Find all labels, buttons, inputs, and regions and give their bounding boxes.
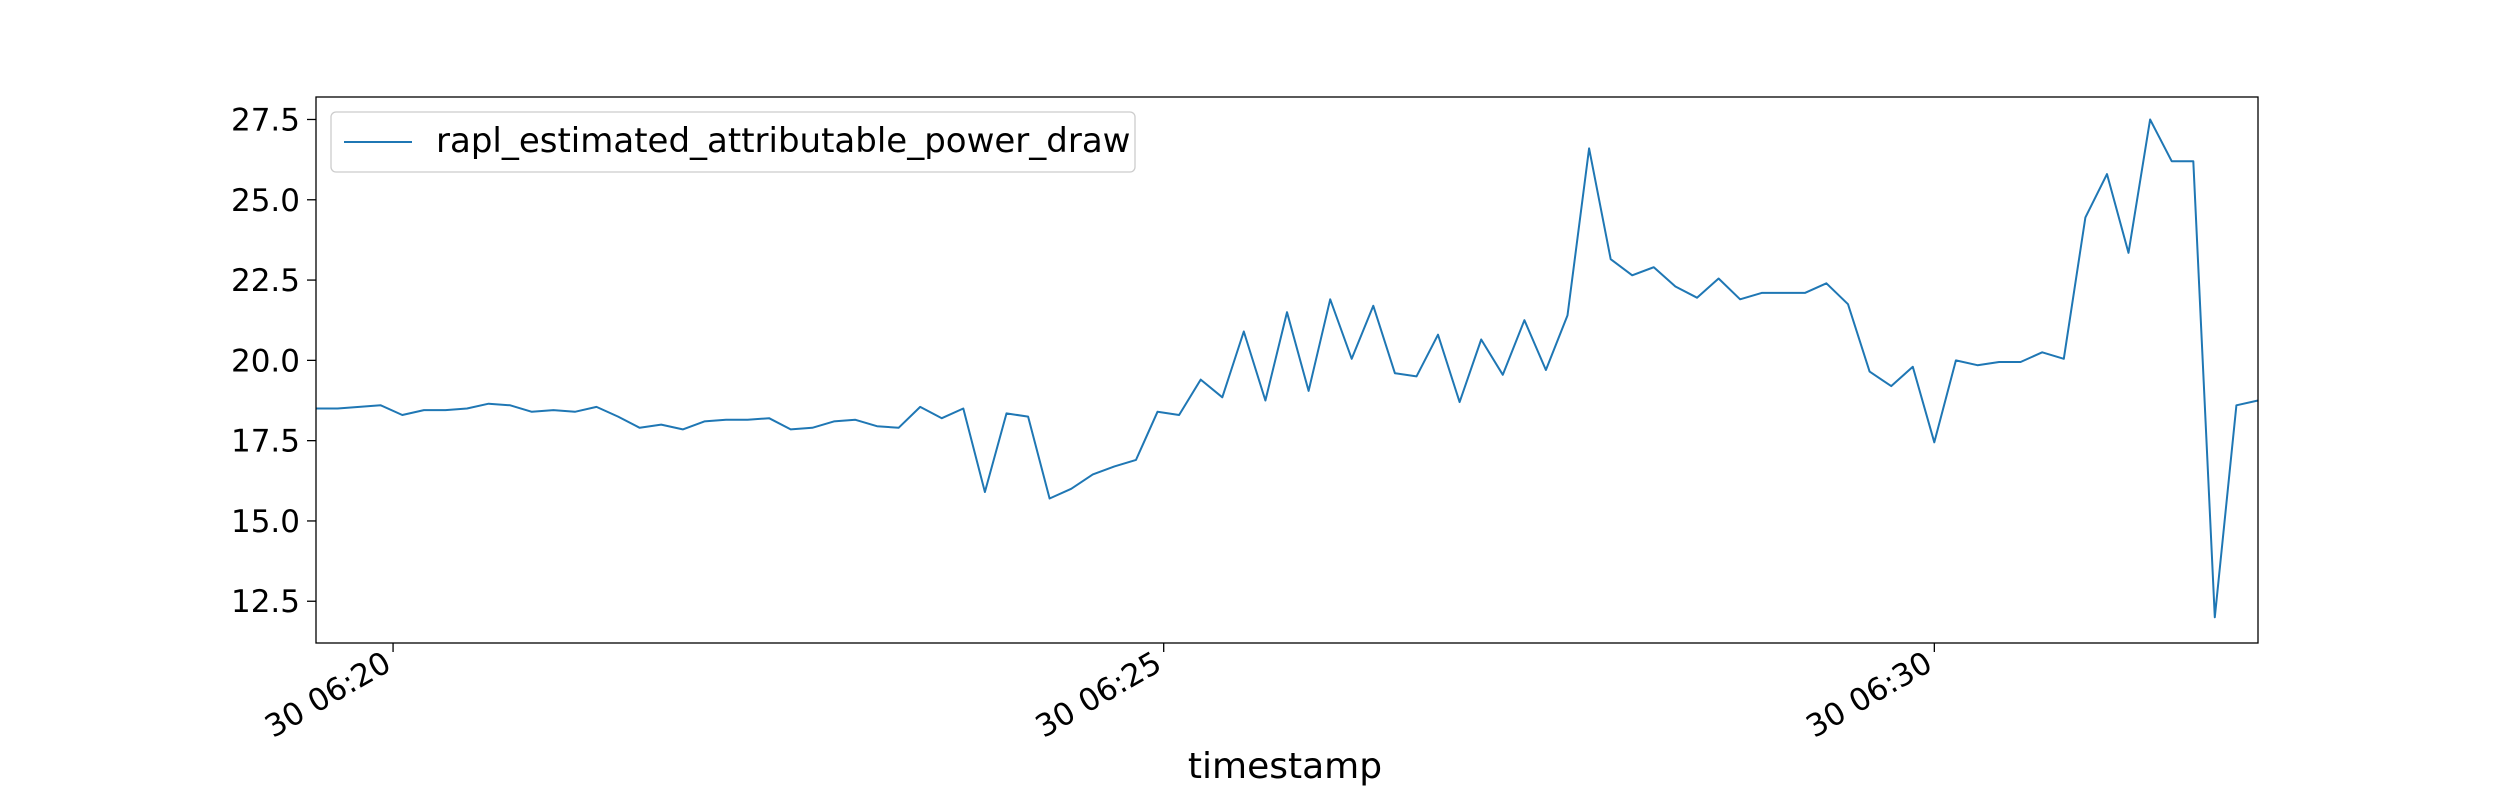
y-tick-label: 27.5 <box>231 102 300 138</box>
y-axis: 12.5 15.0 17.5 20.0 22.5 25.0 27.5 <box>231 102 316 620</box>
legend-series-label: rapl_estimated_attributable_power_draw <box>436 121 1131 161</box>
y-tick-label: 25.0 <box>231 183 300 219</box>
series-line <box>316 118 2259 619</box>
x-tick-label: 30 06:25 <box>1030 645 1168 745</box>
y-tick-label: 12.5 <box>231 584 300 620</box>
y-tick-label: 15.0 <box>231 504 300 540</box>
series-layer <box>316 118 2259 619</box>
x-axis-title: timestamp <box>1188 746 1382 787</box>
legend-box <box>330 111 1136 173</box>
x-tick-label: 30 06:20 <box>259 645 397 745</box>
y-tick-label: 22.5 <box>231 263 300 299</box>
y-tick-label: 20.0 <box>231 343 300 379</box>
y-tick-label: 17.5 <box>231 424 300 460</box>
legend: rapl_estimated_attributable_power_draw <box>330 111 1136 173</box>
x-axis: 30 06:20 30 06:25 30 06:30 <box>259 643 1938 745</box>
plot-area-frame <box>315 96 2259 644</box>
x-tick-label: 30 06:30 <box>1800 645 1938 745</box>
